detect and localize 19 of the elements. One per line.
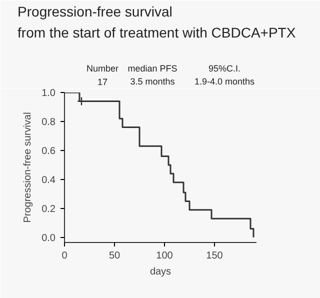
text: Number (86, 64, 119, 74)
x-tick-label: 0 (62, 250, 68, 262)
chart-title: Progression-free survival from the start of treatment with CBDCA+PTX (18, 4, 296, 40)
text: median PFS (128, 64, 178, 74)
y-tick-label: 0.8 (42, 116, 56, 128)
y-tick-label: 0.4 (42, 174, 56, 186)
text: 95%C.I. (208, 64, 241, 74)
y-tick-label: 1.0 (42, 88, 56, 99)
y-tick-label: 0.6 (42, 146, 56, 157)
text: 3.5 months (130, 76, 176, 86)
x-tick-label: 150 (206, 250, 224, 262)
text: 1.9-4.0 months (194, 76, 256, 86)
x-tick-label: 100 (156, 250, 174, 262)
x-axis-title: days (150, 266, 172, 278)
y-tick-label: 0.2 (42, 204, 56, 215)
x-tick-label: 50 (108, 250, 120, 262)
y-tick-label: 0.0 (42, 232, 56, 244)
y-axis-title: Progression-free survival (22, 112, 34, 223)
text: 17 (97, 76, 108, 87)
